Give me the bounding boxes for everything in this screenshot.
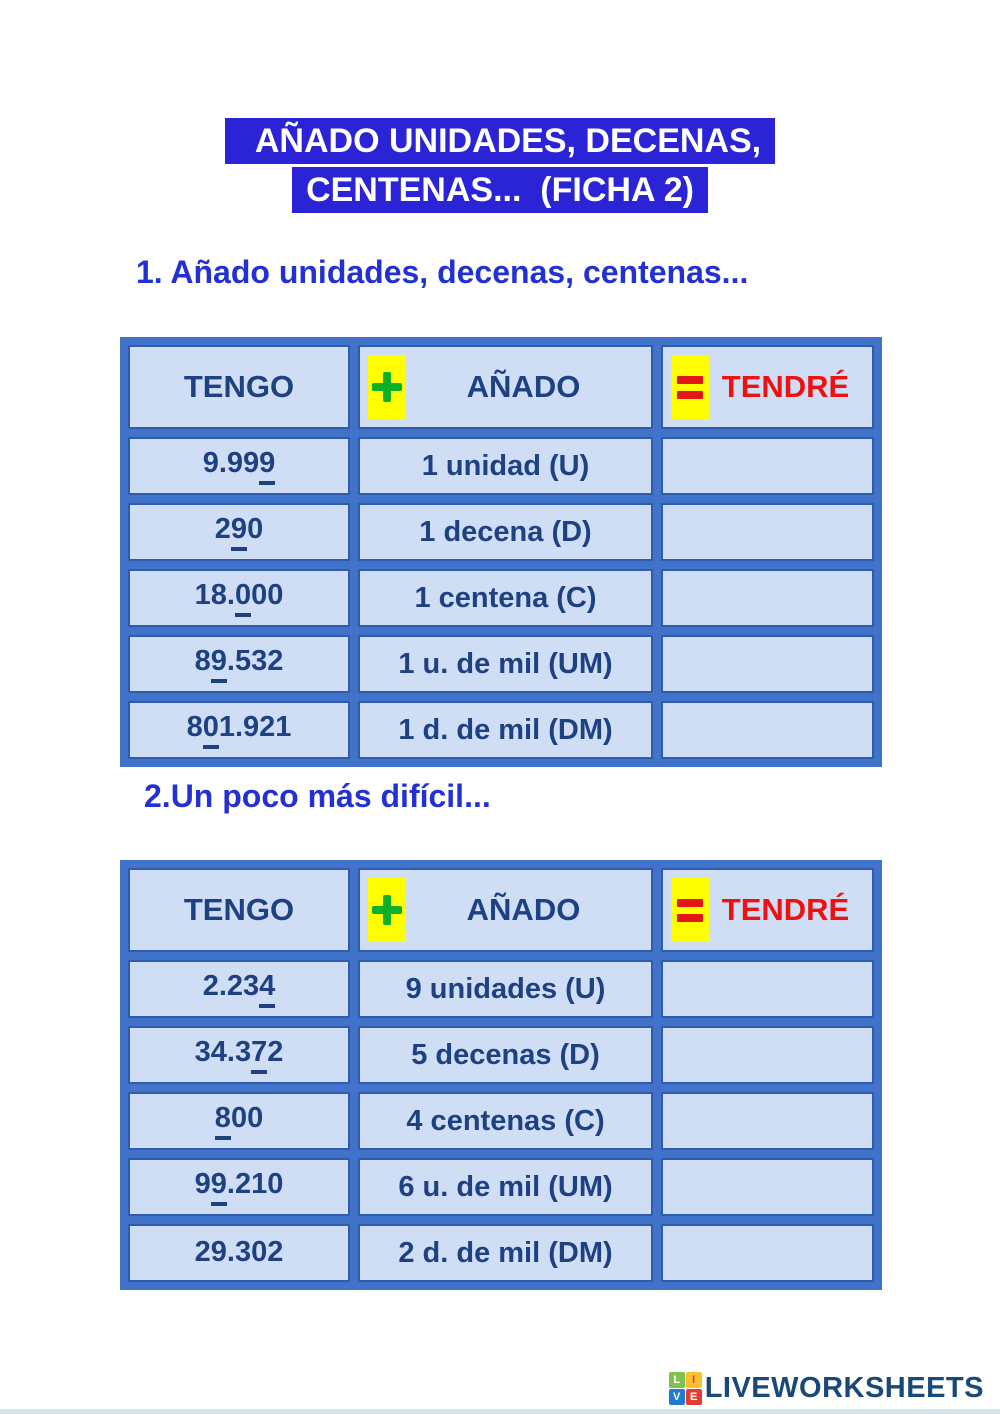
- tendre-header-label: TENDRÉ: [721, 892, 850, 927]
- logo-square-i: I: [685, 1372, 702, 1388]
- anado-cell: 1 centena (C): [358, 569, 653, 627]
- title-line-2: CENTENAS... (FICHA 2): [292, 167, 708, 213]
- tengo-header: TENGO: [128, 868, 350, 952]
- answer-cell[interactable]: [661, 503, 874, 561]
- plus-highlight: [368, 355, 406, 419]
- table-row: 18.000 1 centena (C): [128, 569, 874, 627]
- table-header-row: TENGO AÑADO TENDRÉ: [128, 868, 874, 952]
- underlined-digit: 9: [230, 513, 248, 551]
- tengo-header: TENGO: [128, 345, 350, 429]
- underlined-digit: 9: [210, 1168, 227, 1206]
- equals-highlight: [671, 878, 709, 942]
- liveworksheets-logo-icon: L I V E: [668, 1372, 702, 1405]
- page-bottom-strip: [0, 1409, 1000, 1414]
- anado-cell: 2 d. de mil (DM): [358, 1224, 653, 1282]
- tengo-cell: 801.921: [128, 701, 350, 759]
- answer-cell[interactable]: [661, 1092, 874, 1150]
- table-row: 9.999 1 unidad (U): [128, 437, 874, 495]
- anado-cell: 1 u. de mil (UM): [358, 635, 653, 693]
- anado-header: AÑADO: [358, 345, 653, 429]
- equals-icon: [677, 898, 703, 922]
- section-1-heading: 1. Añado unidades, decenas, centenas...: [136, 254, 749, 290]
- section-2-heading: 2.Un poco más difícil...: [144, 778, 491, 814]
- anado-cell: 1 decena (D): [358, 503, 653, 561]
- answer-cell[interactable]: [661, 1026, 874, 1084]
- plus-icon: [372, 895, 402, 925]
- plus-highlight: [368, 878, 406, 942]
- underlined-digit: 8: [214, 1102, 231, 1140]
- logo-square-v: V: [668, 1389, 685, 1405]
- table-row: 29.302 2 d. de mil (DM): [128, 1224, 874, 1282]
- addition-table-1: TENGO AÑADO TENDRÉ 9.999 1 uni: [120, 337, 882, 767]
- answer-cell[interactable]: [661, 1158, 874, 1216]
- plus-icon: [372, 372, 402, 402]
- answer-cell[interactable]: [661, 701, 874, 759]
- table-row: 2.234 9 unidades (U): [128, 960, 874, 1018]
- anado-cell: 1 unidad (U): [358, 437, 653, 495]
- underlined-digit: 0: [202, 711, 219, 749]
- underlined-digit: 9: [210, 645, 227, 683]
- table-header-row: TENGO AÑADO TENDRÉ: [128, 345, 874, 429]
- answer-cell[interactable]: [661, 437, 874, 495]
- tengo-cell: 99.210: [128, 1158, 350, 1216]
- logo-square-l: L: [668, 1372, 685, 1388]
- table-row: 99.210 6 u. de mil (UM): [128, 1158, 874, 1216]
- equals-highlight: [671, 355, 709, 419]
- anado-cell: 4 centenas (C): [358, 1092, 653, 1150]
- anado-header: AÑADO: [358, 868, 653, 952]
- underlined-digit: 4: [259, 970, 276, 1008]
- answer-cell[interactable]: [661, 960, 874, 1018]
- worksheet-title: AÑADO UNIDADES, DECENAS, CENTENAS... (FI…: [0, 118, 1000, 216]
- underlined-digit: 7: [251, 1036, 268, 1074]
- table-row: 290 1 decena (D): [128, 503, 874, 561]
- tengo-cell: 34.372: [128, 1026, 350, 1084]
- addition-table-2: TENGO AÑADO TENDRÉ 2.234 9 uni: [120, 860, 882, 1290]
- equals-icon: [677, 375, 703, 399]
- tengo-cell: 18.000: [128, 569, 350, 627]
- tengo-cell: 290: [128, 503, 350, 561]
- table-row: 34.372 5 decenas (D): [128, 1026, 874, 1084]
- table-row: 800 4 centenas (C): [128, 1092, 874, 1150]
- anado-cell: 9 unidades (U): [358, 960, 653, 1018]
- anado-cell: 6 u. de mil (UM): [358, 1158, 653, 1216]
- tengo-cell: 9.999: [128, 437, 350, 495]
- footer: L I V E LIVEWORKSHEETS: [668, 1372, 984, 1405]
- tendre-header-label: TENDRÉ: [721, 369, 850, 404]
- title-line-1: AÑADO UNIDADES, DECENAS,: [224, 118, 776, 164]
- tendre-header: TENDRÉ: [661, 345, 874, 429]
- table-row: 801.921 1 d. de mil (DM): [128, 701, 874, 759]
- brand-name: LIVEWORKSHEETS: [704, 1372, 984, 1404]
- anado-header-label: AÑADO: [466, 892, 581, 927]
- underlined-digit: 0: [234, 579, 252, 617]
- anado-cell: 1 d. de mil (DM): [358, 701, 653, 759]
- anado-cell: 5 decenas (D): [358, 1026, 653, 1084]
- answer-cell[interactable]: [661, 635, 874, 693]
- answer-cell[interactable]: [661, 569, 874, 627]
- answer-cell[interactable]: [661, 1224, 874, 1282]
- underlined-digit: 9: [259, 447, 276, 485]
- tengo-cell: 2.234: [128, 960, 350, 1018]
- tengo-cell: 800: [128, 1092, 350, 1150]
- tengo-cell: 89.532: [128, 635, 350, 693]
- table-row: 89.532 1 u. de mil (UM): [128, 635, 874, 693]
- logo-square-e: E: [685, 1389, 702, 1405]
- tendre-header: TENDRÉ: [661, 868, 874, 952]
- tengo-cell: 29.302: [128, 1224, 350, 1282]
- anado-header-label: AÑADO: [466, 369, 581, 404]
